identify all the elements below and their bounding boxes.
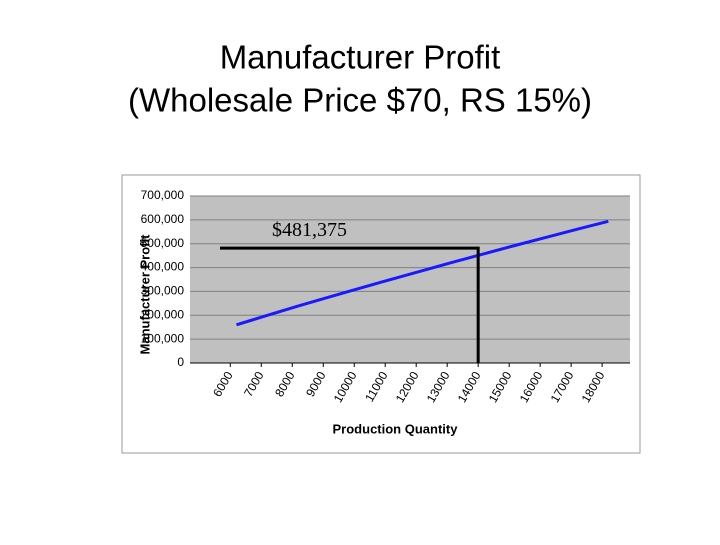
annotation-marker	[220, 246, 480, 363]
chart-subtitle: (Wholesale Price $70, RS 15%)	[128, 82, 592, 119]
annotation-label: $481,375	[272, 219, 347, 241]
y-axis-title: Manufacturer Profit	[137, 234, 152, 355]
line	[236, 219, 609, 327]
chart-title: Manufacturer Profit	[220, 39, 501, 76]
plot-area	[190, 196, 630, 363]
y-tick-label: 300,000	[141, 284, 185, 298]
y-tick-label: 0	[177, 355, 184, 369]
y-tick-label: 200,000	[141, 307, 185, 321]
y-tick-label: 500,000	[141, 236, 185, 250]
y-tick-label: 700,000	[141, 188, 185, 202]
y-tick-label: 400,000	[141, 260, 185, 274]
x-axis-title: Production Quantity	[333, 421, 459, 436]
y-tick-label: 100,000	[141, 331, 185, 345]
y-tick-label: 600,000	[141, 212, 185, 226]
